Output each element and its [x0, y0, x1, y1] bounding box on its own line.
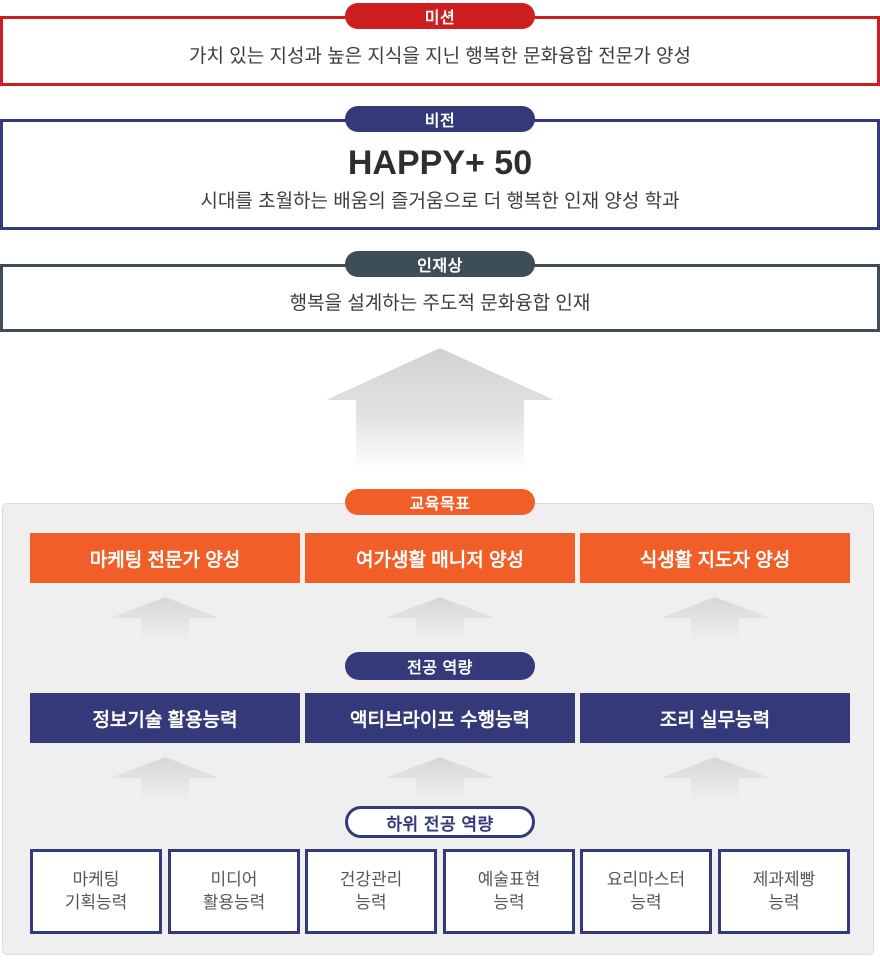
- sub-competency-label: 요리마스터 능력: [606, 869, 686, 912]
- sub-competency-item: 제과제빵 능력: [718, 849, 850, 934]
- major-competency-item: 액티브라이프 수행능력: [305, 693, 575, 743]
- major-competency-item: 조리 실무능력: [580, 693, 850, 743]
- mission-text: 가치 있는 지성과 높은 지식을 지닌 행복한 문화융합 전문가 양성: [189, 45, 691, 67]
- sub-competency-item: 미디어 활용능력: [168, 849, 300, 934]
- sub-competency-badge: 하위 전공 역량: [345, 806, 535, 838]
- sub-competency-item: 예술표현 능력: [443, 849, 575, 934]
- talent-text: 행복을 설계하는 주도적 문화융합 인재: [289, 292, 591, 314]
- sub-competency-item: 건강관리 능력: [305, 849, 437, 934]
- talent-box: 인재상 행복을 설계하는 주도적 문화융합 인재: [0, 251, 880, 332]
- talent-badge: 인재상: [345, 251, 535, 277]
- education-goal-item: 여가생활 매니저 양성: [305, 533, 575, 583]
- sub-competency-label: 건강관리 능력: [339, 869, 403, 912]
- sub-competency-item: 마케팅 기획능력: [30, 849, 162, 934]
- up-arrow-icon: [326, 348, 554, 470]
- vision-box: 비전 HAPPY+ 50 시대를 초월하는 배움의 즐거움으로 더 행복한 인재…: [0, 106, 880, 230]
- education-goal-item: 마케팅 전문가 양성: [30, 533, 300, 583]
- vision-subtitle: 시대를 초월하는 배움의 즐거움으로 더 행복한 인재 양성 학과: [200, 190, 680, 212]
- sub-competency-item: 요리마스터 능력: [580, 849, 712, 934]
- sub-competency-label: 미디어 활용능력: [202, 869, 266, 912]
- major-competency-item: 정보기술 활용능력: [30, 693, 300, 743]
- vision-badge: 비전: [345, 106, 535, 132]
- mission-box: 미션 가치 있는 지성과 높은 지식을 지닌 행복한 문화융합 전문가 양성: [0, 3, 880, 86]
- education-goals-badge: 교육목표: [345, 489, 535, 515]
- sub-competency-label: 마케팅 기획능력: [64, 869, 128, 912]
- mission-badge: 미션: [345, 3, 535, 29]
- vision-title: HAPPY+ 50: [347, 144, 533, 183]
- sub-competency-label: 예술표현 능력: [477, 869, 541, 912]
- sub-competency-label: 제과제빵 능력: [752, 869, 816, 912]
- major-competency-badge: 전공 역량: [345, 652, 535, 680]
- education-goal-item: 식생활 지도자 양성: [580, 533, 850, 583]
